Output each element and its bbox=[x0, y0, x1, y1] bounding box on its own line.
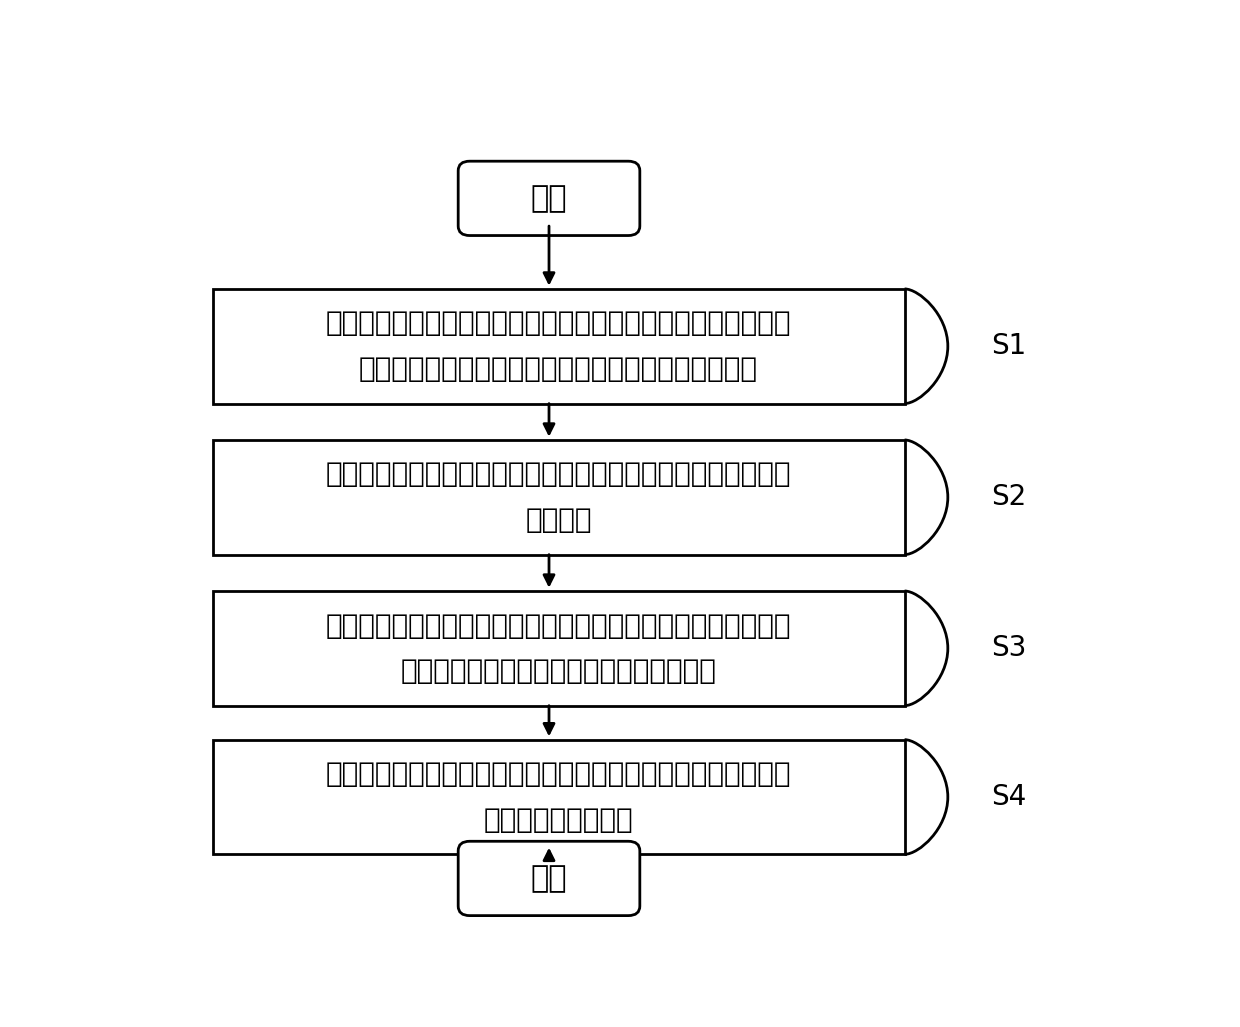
Bar bbox=[213, 591, 904, 706]
Bar bbox=[213, 289, 904, 404]
Text: S2: S2 bbox=[991, 484, 1027, 511]
Text: S1: S1 bbox=[991, 333, 1027, 360]
Text: S4: S4 bbox=[991, 783, 1027, 811]
Text: S3: S3 bbox=[991, 635, 1027, 662]
Text: 开始: 开始 bbox=[531, 184, 567, 213]
Bar bbox=[213, 739, 904, 854]
Text: 结束: 结束 bbox=[531, 864, 567, 892]
Text: 再次对所述原始基底进行湿法腐蚀，以使所述微型发光二极管阵
列与所述原始基底剥离，去除所述原始基底: 再次对所述原始基底进行湿法腐蚀，以使所述微型发光二极管阵 列与所述原始基底剥离，… bbox=[326, 611, 791, 685]
FancyBboxPatch shape bbox=[459, 841, 640, 916]
Text: 对制备有微型发光二极管阵列的原始基底进行湿法腐蚀，以使所
述微型发光二极管阵列与所述原始基底的接触面积减小: 对制备有微型发光二极管阵列的原始基底进行湿法腐蚀，以使所 述微型发光二极管阵列与… bbox=[326, 309, 791, 383]
Text: 通过所述第一临时衬底，将所述微型发光二极管阵列与目标基板
结合，完成巨量转移: 通过所述第一临时衬底，将所述微型发光二极管阵列与目标基板 结合，完成巨量转移 bbox=[326, 760, 791, 834]
Text: 将所述微型发光二极管阵列远离所述原始基底的一侧与第一临时
衬底结合: 将所述微型发光二极管阵列远离所述原始基底的一侧与第一临时 衬底结合 bbox=[326, 460, 791, 534]
Bar bbox=[213, 440, 904, 555]
FancyBboxPatch shape bbox=[459, 161, 640, 235]
